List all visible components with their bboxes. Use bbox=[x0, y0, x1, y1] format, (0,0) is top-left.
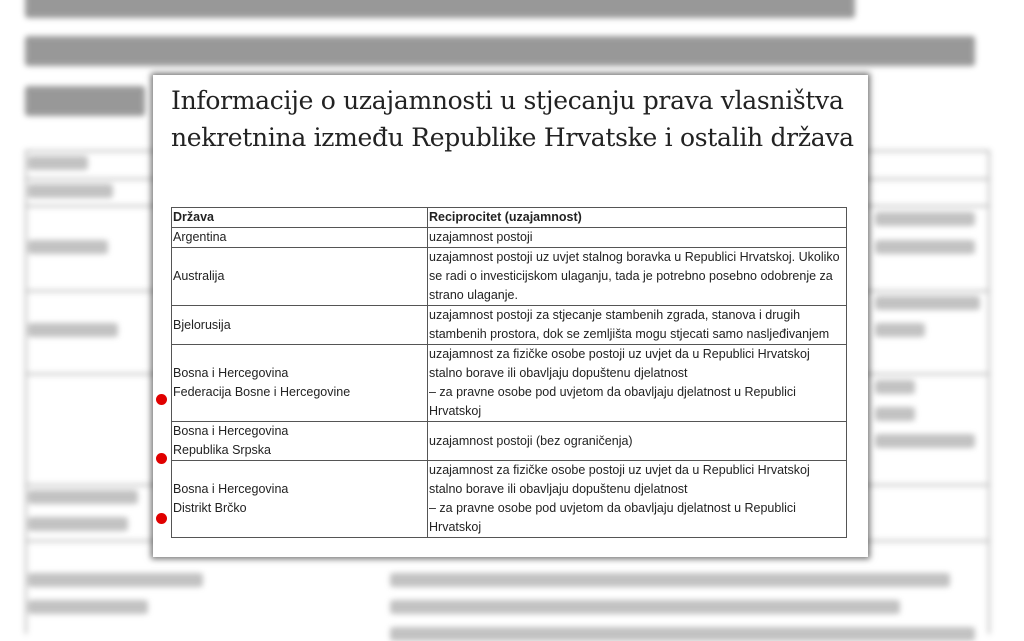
bg-text-line bbox=[28, 490, 138, 504]
table-row: Bjelorusija uzajamnost postoji za stjecan… bbox=[171, 305, 847, 345]
reciprocity-cell: uzajamnost za fizičke osobe postoji uz u… bbox=[427, 344, 847, 422]
bg-text-line bbox=[390, 627, 975, 641]
reciprocity-cell: uzajamnost postoji za stjecanje stambeni… bbox=[427, 305, 847, 345]
bg-text-line bbox=[28, 573, 203, 587]
region-name: Distrikt Brčko bbox=[173, 501, 247, 515]
bg-text-line bbox=[28, 600, 148, 614]
country-name: Bosna i Hercegovina bbox=[173, 424, 289, 438]
table-row: Bosna i Hercegovina Federacija Bosne i He… bbox=[171, 344, 847, 422]
bg-title-line bbox=[25, 86, 145, 116]
bg-text-line bbox=[875, 407, 915, 421]
bg-text-line bbox=[875, 296, 980, 310]
header-country: Država bbox=[171, 207, 428, 228]
bg-title-line bbox=[25, 0, 855, 18]
bg-text-line bbox=[28, 240, 108, 254]
region-name: Federacija Bosne i Hercegovine bbox=[173, 385, 351, 399]
bg-table-border bbox=[988, 150, 990, 634]
bg-text-line bbox=[28, 517, 128, 531]
country-cell: Argentina bbox=[171, 227, 428, 248]
red-marker-dot bbox=[156, 453, 167, 464]
bg-text-line bbox=[28, 156, 88, 170]
table-row: Bosna i Hercegovina Distrikt Brčko uzajamn… bbox=[171, 460, 847, 538]
bg-text-line bbox=[875, 212, 975, 226]
table-row: Australija uzajamnost postoji uz uvjet st… bbox=[171, 247, 847, 306]
bg-text-line bbox=[28, 184, 113, 198]
reciprocity-cell: uzajamnost postoji uz uvjet stalnog bora… bbox=[427, 247, 847, 306]
card-content: Informacije o uzajamnosti u stjecanju pr… bbox=[153, 75, 868, 557]
table-header-row: Država Reciprocitet (uzajamnost) bbox=[171, 207, 847, 228]
red-marker-dot bbox=[156, 513, 167, 524]
country-cell: Bjelorusija bbox=[171, 305, 428, 345]
country-cell: Bosna i Hercegovina Federacija Bosne i He… bbox=[171, 344, 428, 422]
bg-text-line bbox=[875, 434, 975, 448]
reciprocity-text: uzajamnost za fizičke osobe postoji uz u… bbox=[429, 463, 810, 496]
bg-title-line bbox=[25, 36, 975, 66]
reciprocity-text-legal: – za pravne osobe pod uvjetom da obavlja… bbox=[429, 501, 796, 534]
header-reciprocity: Reciprocitet (uzajamnost) bbox=[427, 207, 847, 228]
region-name: Republika Srpska bbox=[173, 443, 271, 457]
zoomed-card: Informacije o uzajamnosti u stjecanju pr… bbox=[153, 75, 868, 557]
red-marker-dot bbox=[156, 394, 167, 405]
country-name: Bosna i Hercegovina bbox=[173, 366, 289, 380]
country-cell: Bosna i Hercegovina Distrikt Brčko bbox=[171, 460, 428, 538]
reciprocity-text-legal: – za pravne osobe pod uvjetom da obavlja… bbox=[429, 385, 796, 418]
country-name: Bosna i Hercegovina bbox=[173, 482, 289, 496]
bg-text-line bbox=[28, 323, 118, 337]
bg-text-line bbox=[875, 240, 975, 254]
table-row: Argentina uzajamnost postoji bbox=[171, 227, 847, 248]
reciprocity-table: Država Reciprocitet (uzajamnost) Argentin… bbox=[171, 207, 847, 538]
bg-text-line bbox=[390, 573, 950, 587]
bg-table-border bbox=[25, 150, 27, 634]
reciprocity-cell: uzajamnost postoji (bez ograničenja) bbox=[427, 421, 847, 461]
country-cell: Bosna i Hercegovina Republika Srpska bbox=[171, 421, 428, 461]
bg-text-line bbox=[875, 323, 925, 337]
bg-text-line bbox=[875, 380, 915, 394]
table-row: Bosna i Hercegovina Republika Srpska uzaja… bbox=[171, 421, 847, 461]
reciprocity-text: uzajamnost za fizičke osobe postoji uz u… bbox=[429, 347, 810, 380]
reciprocity-cell: uzajamnost postoji bbox=[427, 227, 847, 248]
reciprocity-cell: uzajamnost za fizičke osobe postoji uz u… bbox=[427, 460, 847, 538]
bg-text-line bbox=[390, 600, 900, 614]
page-title: Informacije o uzajamnosti u stjecanju pr… bbox=[171, 86, 854, 152]
country-cell: Australija bbox=[171, 247, 428, 306]
